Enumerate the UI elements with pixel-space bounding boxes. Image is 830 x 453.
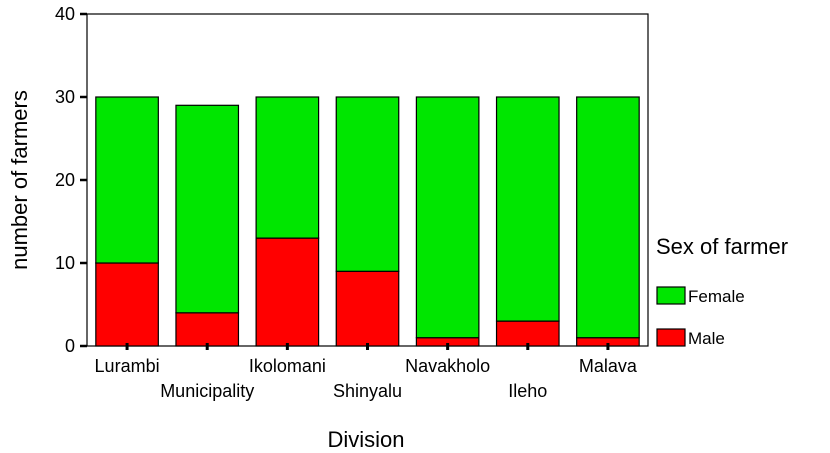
bar-male-municipality	[175, 312, 240, 347]
x-category-label: Municipality	[160, 381, 254, 401]
x-category-label: Navakholo	[405, 356, 490, 376]
bar-female-ileho	[495, 96, 560, 322]
x-category-label: Malava	[579, 356, 638, 376]
x-axis-title: Division	[327, 427, 404, 452]
bar-male-shinyalu	[335, 270, 400, 347]
y-tick-label: 40	[55, 4, 75, 24]
y-tick-label: 0	[65, 336, 75, 356]
bar-female-malava	[576, 96, 640, 339]
y-axis-title: number of farmers	[7, 90, 32, 270]
y-tick-label: 30	[55, 87, 75, 107]
bar-female-municipality	[175, 104, 240, 314]
x-category-label: Shinyalu	[333, 381, 402, 401]
bar-male-ileho	[495, 320, 560, 347]
legend-swatch-female	[656, 286, 686, 305]
legend-title: Sex of farmer	[656, 234, 788, 259]
legend: Sex of farmer Female Male	[656, 234, 788, 348]
bar-female-lurambi	[95, 96, 159, 264]
y-tick-label: 20	[55, 170, 75, 190]
legend-label-female: Female	[688, 287, 745, 306]
legend-label-male: Male	[688, 329, 725, 348]
x-category-label: Ikolomani	[249, 356, 326, 376]
y-tick-label: 10	[55, 253, 75, 273]
bar-male-ikolomani	[255, 237, 320, 347]
x-category-label: Ileho	[508, 381, 547, 401]
bars-group	[95, 96, 640, 347]
bar-female-ikolomani	[255, 96, 320, 239]
y-axis: 0 10 20 30 40	[55, 4, 87, 356]
bar-female-navakholo	[415, 96, 480, 339]
bar-male-lurambi	[95, 262, 159, 347]
bar-female-shinyalu	[335, 96, 400, 272]
x-category-label: Lurambi	[95, 356, 160, 376]
legend-swatch-male	[656, 328, 686, 347]
